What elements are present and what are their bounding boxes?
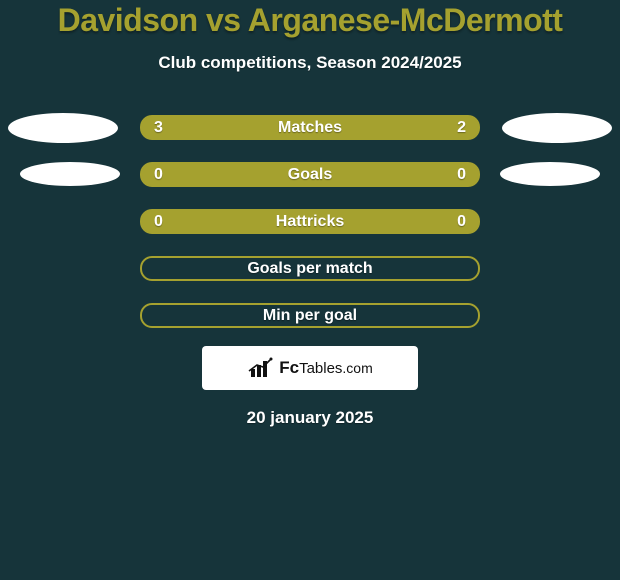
badge-com: .com	[342, 360, 372, 376]
badge-tables: Tables	[299, 360, 342, 377]
player-badge-left	[8, 113, 118, 143]
badge-text: Fc Tables .com	[279, 358, 373, 378]
fctables-badge: Fc Tables .com	[202, 346, 418, 390]
stat-row: 0 Goals 0	[0, 162, 620, 187]
comparison-title: Davidson vs Arganese-McDermott	[0, 0, 620, 39]
stat-value-left: 0	[154, 166, 163, 184]
stat-row: Goals per match	[0, 256, 620, 281]
stat-row: 0 Hattricks 0	[0, 209, 620, 234]
stat-label: Goals	[288, 166, 332, 184]
player-badge-left	[20, 162, 120, 186]
stat-value-left: 0	[154, 213, 163, 231]
stat-bar: 0 Hattricks 0	[140, 209, 480, 234]
stat-value-right: 2	[457, 119, 466, 137]
comparison-subtitle: Club competitions, Season 2024/2025	[0, 53, 620, 73]
stat-value-right: 0	[457, 213, 466, 231]
stat-bar: Min per goal	[140, 303, 480, 328]
stat-rows: 3 Matches 2 0 Goals 0 0 Hattricks 0 Goals per mat…	[0, 115, 620, 328]
stat-label: Hattricks	[276, 213, 344, 231]
stat-bar: Goals per match	[140, 256, 480, 281]
player-badge-right	[500, 162, 600, 186]
snapshot-date: 20 january 2025	[0, 408, 620, 428]
stat-bar: 3 Matches 2	[140, 115, 480, 140]
badge-fc: Fc	[279, 358, 299, 378]
stat-value-left: 3	[154, 119, 163, 137]
chart-icon	[247, 357, 275, 379]
stat-label: Min per goal	[263, 307, 357, 325]
stat-row: 3 Matches 2	[0, 115, 620, 140]
stat-label: Matches	[278, 119, 342, 137]
stat-row: Min per goal	[0, 303, 620, 328]
stat-bar: 0 Goals 0	[140, 162, 480, 187]
stat-label: Goals per match	[247, 260, 372, 278]
player-badge-right	[502, 113, 612, 143]
stat-value-right: 0	[457, 166, 466, 184]
